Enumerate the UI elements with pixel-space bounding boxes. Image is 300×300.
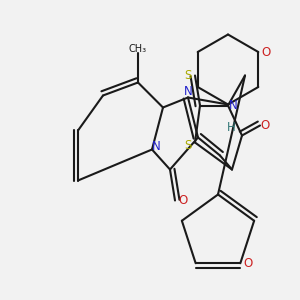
- Text: O: O: [261, 46, 270, 59]
- Text: O: O: [261, 119, 270, 132]
- Text: S: S: [185, 139, 192, 152]
- Text: N: N: [152, 140, 161, 153]
- Text: N: N: [184, 85, 192, 98]
- Text: O: O: [178, 194, 187, 207]
- Text: H: H: [226, 121, 236, 134]
- Text: O: O: [243, 257, 253, 270]
- Text: CH₃: CH₃: [129, 44, 147, 55]
- Text: N: N: [229, 99, 238, 112]
- Text: S: S: [185, 69, 192, 82]
